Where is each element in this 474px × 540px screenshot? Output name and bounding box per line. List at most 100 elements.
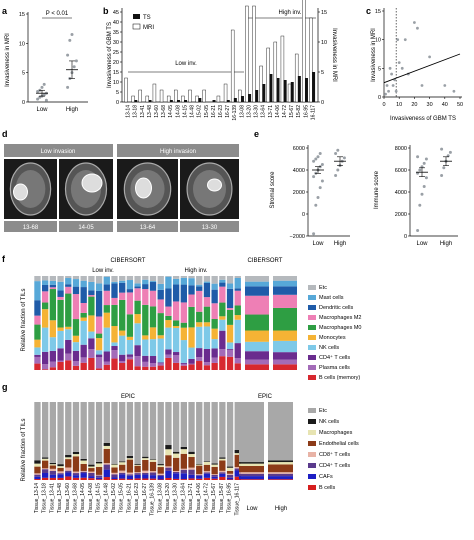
f-bar-segment [219,279,226,283]
f-bar-segment [203,281,211,283]
b-mri-bar [131,95,135,103]
panel-a: a Invasiveness in MRI 0 5 10 15 P < 0.01 Lo… [2,6,88,113]
e2-cat-high: High [440,241,452,247]
f-bar-segment [95,333,103,339]
b-mri-bar [273,41,278,103]
d-low-invasion: Low invasion [41,149,76,155]
f-bar-segment [149,282,157,291]
b-sample-label: 14-06 [275,105,281,118]
g-bar-segment [103,402,110,443]
f-legend-swatch [308,295,316,300]
f-bar-segment [188,294,195,307]
f-bar-segment [111,304,118,327]
f-bar-segment [134,276,141,284]
g-bar-segment [57,464,64,467]
f-bar-segment [203,322,211,327]
g-bar-segment [95,463,103,468]
f-bar-segment [95,276,103,284]
e2-tick-label: 0 [404,234,407,240]
c-y-tick-label: 5 [378,66,381,72]
g-summary-segment [268,402,293,461]
f-summary-segment [245,330,269,342]
b-sample-label: 13-48 [147,105,153,118]
f-bar-segment [226,342,234,350]
f-bar-segment [65,326,72,330]
f-bar-segment [42,284,49,292]
panel-label-f: f [2,254,6,264]
f-bar-segment [180,302,187,323]
g-bar-segment [34,466,41,474]
g-summary-segment [268,479,293,480]
g-bar-segment [172,478,180,480]
g-bar-segment [34,473,41,475]
g-bar-segment [165,455,172,467]
f-bar-segment [142,289,149,305]
f-bar-segment [180,276,187,278]
f-legend-swatch [308,375,316,380]
f-bar-segment [142,366,149,370]
g-bar-segment [80,473,87,478]
f-title: CIBERSORT [111,258,146,264]
b-ts-bar [226,100,230,102]
f-bar-segment [219,330,226,350]
g-bar-segment [72,475,80,478]
a-tick-label: 5 [22,71,25,77]
f-bar-segment [157,335,164,339]
g-bar-segment [126,455,134,459]
g-bar-segment [88,464,95,467]
g-tissue-label: Tissue_16-117 [234,483,240,516]
f-bar-segment [88,357,95,370]
f-bar-segment [111,342,118,347]
f-legend-swatch [308,305,316,310]
b-ts-bar [176,100,180,102]
g-bar-segment [165,449,172,456]
f-legend-swatch [308,355,316,360]
c-y-tick-label: 0 [378,95,381,101]
a-tick-label: 0 [22,100,25,106]
f-bar-segment [234,276,241,278]
g-legend-swatch [308,419,316,424]
f-bar-segment [49,284,57,288]
c-point [443,84,447,87]
g-bar-segment [95,479,103,480]
f-bar-segment [88,276,95,282]
f-bar-segment [95,354,103,358]
g-bar-segment [119,462,126,465]
f-legend-swatch [308,315,316,320]
f-bar-segment [157,338,164,363]
e-immune-label: Immune score [374,170,380,209]
a-point [36,89,40,93]
f-bar-segment [165,357,172,370]
b-sample-label: 16-117 [310,105,316,120]
b-right-tick-label: 10 [321,40,327,46]
g-bar-segment [142,474,149,479]
b-ts-bar [148,100,152,102]
f-bar-segment [219,276,226,280]
f-bar-segment [80,280,87,288]
f-summary-segment [245,351,269,360]
f-bar-segment [211,339,218,349]
b-y-axis-label-right: Invasiveness in MRI [331,28,337,82]
g-bar-segment [42,402,49,458]
f-legend-label: Monocytes [319,335,346,341]
f-bar-segment [88,349,95,358]
f-bar-segment [49,320,57,338]
c-x-tick-label: 30 [427,102,433,108]
g-bar-segment [226,479,234,480]
f-legend-label: Etc [319,285,327,291]
g-bar-segment [126,402,134,456]
f-bar-segment [134,286,141,289]
g-bar-segment [180,473,187,480]
c-point [388,66,392,70]
f-bar-segment [196,322,203,327]
f-bar-segment [226,308,234,310]
b-mri-bar [159,89,164,103]
f-bar-segment [234,277,241,289]
e2-point [442,166,446,170]
f-bar-segment [134,300,141,315]
f-bar-segment [95,350,103,355]
g-legend-swatch [308,441,316,446]
b-left-tick-label: 35 [113,30,119,36]
b-ts-bar [290,82,294,102]
b-ts-bar [184,100,188,102]
